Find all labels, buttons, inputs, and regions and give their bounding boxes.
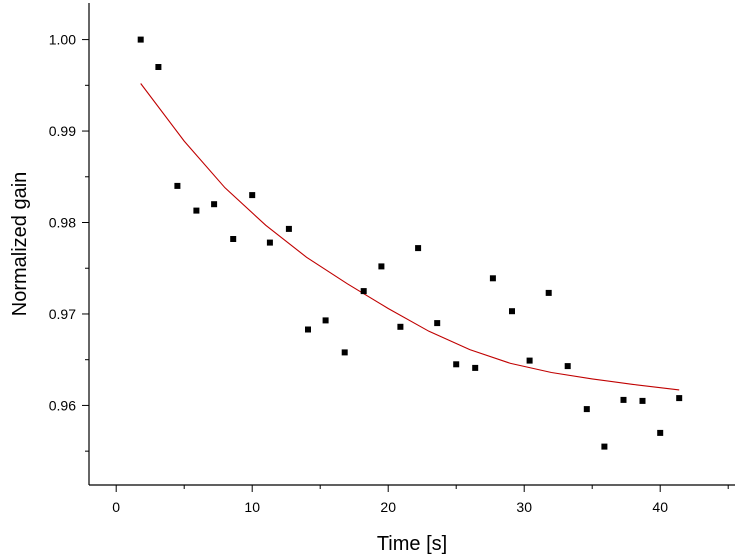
data-point <box>285 225 292 232</box>
data-point <box>305 326 311 333</box>
fit-line <box>140 83 680 391</box>
x-axis-label: Time [s] <box>377 533 447 555</box>
data-point <box>620 396 627 403</box>
x-tick-label: 30 <box>516 499 532 515</box>
y-tick-label: 0.97 <box>49 306 76 322</box>
data-point <box>155 64 162 70</box>
data-point <box>601 443 608 450</box>
data-point <box>341 349 348 356</box>
axes <box>88 3 735 486</box>
data-point <box>639 397 646 404</box>
data-point <box>676 395 683 402</box>
data-point <box>137 36 144 43</box>
data-point <box>526 357 533 364</box>
data-point <box>174 182 181 189</box>
data-point <box>397 323 404 330</box>
x-tick-label: 0 <box>112 499 120 515</box>
data-point <box>266 239 273 246</box>
data-point <box>378 263 385 270</box>
x-tick-label: 10 <box>244 499 260 515</box>
data-point <box>472 364 479 371</box>
x-tick-label: 40 <box>652 499 668 515</box>
data-point <box>193 207 200 214</box>
x-tick-label: 20 <box>380 499 396 515</box>
data-point <box>434 320 441 327</box>
data-point <box>453 361 460 368</box>
y-tick-label: 0.98 <box>49 215 76 231</box>
y-tick-label: 0.99 <box>49 123 76 139</box>
data-point <box>489 275 496 282</box>
data-point <box>230 236 237 242</box>
data-point <box>360 288 367 295</box>
data-point <box>564 363 571 370</box>
y-axis-label: Normalized gain <box>9 172 31 317</box>
y-tick-label: 0.96 <box>49 397 76 413</box>
data-point <box>322 317 329 324</box>
data-point <box>415 245 422 252</box>
ticks: 0 10 20 30 40 0.96 0.97 0.98 0.99 1.00 <box>49 32 729 515</box>
data-point <box>249 192 256 199</box>
data-point <box>509 308 515 315</box>
data-point <box>545 289 552 296</box>
data-points <box>137 36 683 450</box>
data-point <box>657 429 664 436</box>
data-point <box>583 406 590 413</box>
y-tick-label: 1.00 <box>49 32 76 48</box>
data-point <box>211 201 218 208</box>
